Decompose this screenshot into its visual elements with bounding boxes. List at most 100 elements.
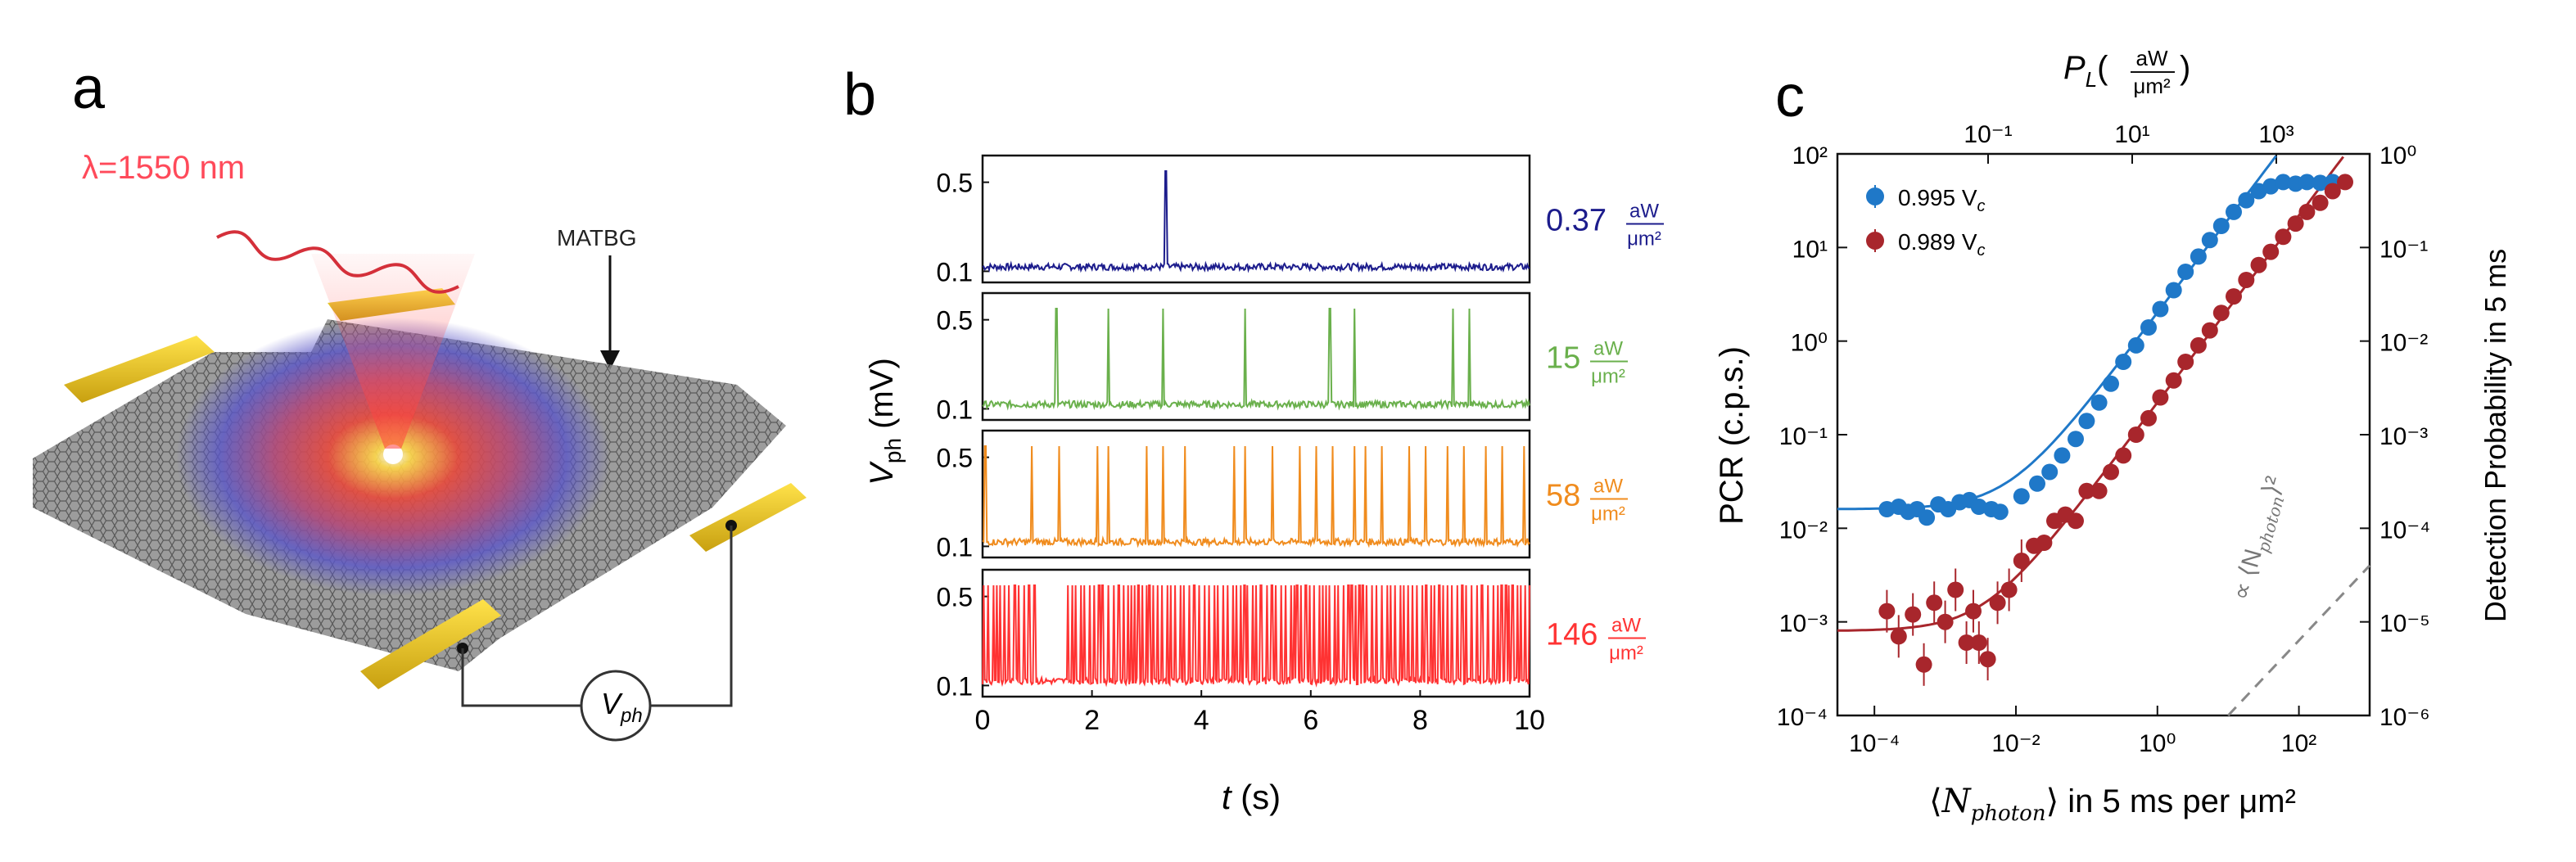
c-point-series-2	[2177, 354, 2194, 370]
c-left-y-tick-label: 10²	[1792, 142, 1828, 169]
c-data	[1837, 155, 2371, 717]
c-left-y-tick-label: 10¹	[1792, 236, 1828, 263]
c-top-axis-unit-den: μm²	[2133, 74, 2171, 98]
wavelength-label: λ=1550 nm	[82, 150, 245, 186]
c-point-series-1	[2054, 447, 2071, 464]
x-tick-label: 8	[1412, 705, 1428, 736]
y-tick-label: 0.1	[937, 671, 973, 701]
c-point-series-1	[1970, 499, 1987, 515]
laser-spot	[383, 445, 403, 464]
c-point-series-2	[1979, 651, 1996, 668]
c-x-tick-label: 10²	[2281, 730, 2316, 757]
c-left-y-tick-label: 10⁰	[1791, 330, 1828, 357]
c-point-series-1	[2212, 218, 2230, 234]
trace-unit-num: aW	[1593, 476, 1623, 498]
electrode-right	[689, 483, 807, 552]
matbg-label: MATBG	[557, 225, 636, 250]
y-tick-label: 0.5	[937, 444, 973, 473]
c-top-x-tick-label: 10³	[2258, 121, 2294, 148]
c-point-series-1	[2103, 375, 2119, 392]
c-left-y-tick-label: 10⁻¹	[1779, 423, 1828, 450]
voltmeter-label: Vph	[601, 687, 643, 727]
c-top-x-tick-label: 10¹	[2114, 121, 2149, 148]
x-tick-label: 6	[1303, 705, 1318, 736]
c-point-series-2	[1989, 594, 2006, 612]
c-top-axis-label: PL(	[2063, 50, 2108, 92]
c-point-series-2	[1947, 581, 1964, 598]
c-right-y-tick-label: 10⁻⁴	[2379, 517, 2430, 544]
trace-unit-den: μm²	[1591, 366, 1625, 388]
c-point-series-2	[1878, 602, 1896, 620]
c-point-series-2	[2238, 272, 2255, 288]
c-point-series-2	[2036, 535, 2053, 551]
c-point-series-2	[2262, 243, 2280, 260]
c-fit-line-2	[1837, 156, 2344, 632]
y-tick-label: 0.5	[937, 306, 973, 336]
c-left-y-axis-label: PCR (c.p.s.)	[1714, 346, 1750, 525]
c-point-series-1	[1918, 509, 1936, 526]
c-point-series-2	[2115, 447, 2132, 464]
panel-a-letter: a	[72, 56, 106, 121]
c-point-series-1	[2226, 203, 2242, 220]
trace-power-value-2: 15	[1546, 341, 1580, 376]
legend-marker-2	[1866, 232, 1884, 250]
trace-power-value-3: 58	[1546, 479, 1580, 513]
electrode-bottom	[360, 599, 501, 689]
legend-marker-1	[1866, 187, 1884, 205]
c-x-tick-label: 10⁰	[2139, 730, 2176, 757]
y-tick-label: 0.1	[937, 395, 973, 424]
c-point-series-2	[2013, 553, 2030, 569]
b-x-axis: 0 2 4 6 8 10	[975, 690, 1545, 736]
c-point-series-2	[1915, 656, 1932, 673]
c-top-x-tick-label: 10⁻¹	[1964, 121, 2012, 148]
c-point-series-2	[1970, 634, 1987, 651]
c-point-series-2	[2090, 482, 2108, 499]
c-left-y-tick-label: 10⁻³	[1779, 611, 1828, 638]
voltmeter-symbol	[580, 670, 652, 742]
laser-beam	[311, 254, 475, 449]
trace-unit-den: μm²	[1627, 228, 1661, 250]
c-point-series-1	[2275, 174, 2292, 191]
panel-a-schematic: a λ=1550 nm MATBG Vph	[33, 56, 807, 742]
c-point-series-2	[1958, 634, 1975, 651]
c-axes: 10⁻⁴ 10⁻³ 10⁻² 10⁻¹ 10⁰ 10¹ 10² 10⁻⁶ 10⁻⁵ 10⁻⁴ 10⁻…	[1777, 121, 2430, 757]
c-right-y-tick-label: 10⁻³	[2379, 423, 2428, 450]
b-y-axis-label: Vph (mV)	[864, 358, 906, 485]
c-point-series-2	[2298, 203, 2316, 220]
y-tick-label: 0.1	[937, 532, 973, 562]
x-tick-label: 4	[1194, 705, 1209, 736]
trace-frame	[981, 291, 1531, 422]
y-tick-label: 0.1	[937, 257, 973, 287]
c-point-series-1	[2201, 232, 2218, 249]
c-point-series-2	[2287, 215, 2304, 232]
c-point-series-2	[2312, 194, 2329, 211]
trace-frame	[981, 429, 1531, 559]
c-point-series-2	[2250, 256, 2267, 273]
b-x-axis-label: t (s)	[1222, 778, 1281, 816]
c-top-axis-paren: )	[2180, 50, 2190, 86]
panel-b-traces: b 0.1 0.5 0.37 aW μm² 0.1 0.5 15 aW μm² 0.1 0.5 58 aW…	[843, 62, 1664, 816]
c-point-series-1	[2115, 354, 2132, 370]
c-legend: 0.995 Vc 0.989 Vc	[1866, 185, 1986, 260]
c-right-y-axis-label: Detection Probability in 5 ms	[2479, 249, 2512, 622]
c-point-series-2	[2337, 174, 2353, 191]
c-point-series-2	[1937, 613, 1954, 630]
c-point-series-1	[2090, 394, 2108, 411]
c-point-series-2	[2275, 228, 2292, 246]
c-x-tick-label: 10⁻²	[1991, 730, 2040, 757]
c-slope-reference-line	[2227, 564, 2371, 717]
y-tick-label: 0.5	[937, 169, 973, 198]
c-point-series-2	[2000, 581, 2018, 598]
c-x-tick-label: 10⁻⁴	[1849, 730, 1900, 757]
c-left-y-tick-label: 10⁻²	[1779, 517, 1828, 544]
c-point-series-1	[2152, 300, 2169, 318]
electrode-top-left	[64, 336, 215, 403]
c-point-series-1	[2041, 463, 2059, 481]
c-point-series-2	[2165, 372, 2182, 389]
c-point-series-2	[1890, 628, 1907, 645]
trace-unit-num: aW	[1593, 338, 1623, 360]
trace-unit-num: aW	[1629, 201, 1659, 223]
c-point-series-1	[2029, 475, 2045, 492]
trace-stack: 0.1 0.5 0.37 aW μm² 0.1 0.5 15 aW μm² 0.1 0.5 58 aW μm…	[937, 154, 1664, 701]
